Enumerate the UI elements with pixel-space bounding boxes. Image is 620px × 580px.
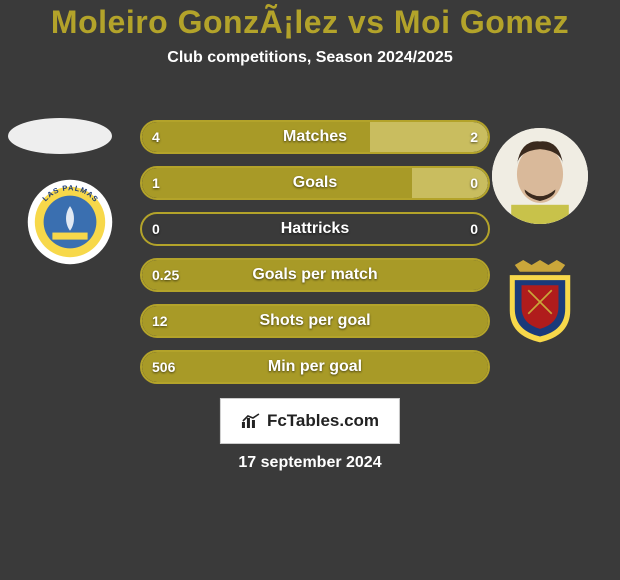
season-subtitle: Club competitions, Season 2024/2025 xyxy=(0,49,620,67)
stat-bar-right-fill xyxy=(370,122,488,152)
stat-bar-left-fill xyxy=(142,122,370,152)
stat-bar-left-fill xyxy=(142,260,488,290)
player-left-avatar-placeholder xyxy=(8,118,112,154)
stat-bar-left-fill xyxy=(142,168,412,198)
club-left-crest-svg: LAS PALMAS xyxy=(26,178,114,266)
club-right-crest-svg xyxy=(498,260,582,344)
stat-bar-left-fill xyxy=(142,306,488,336)
player-right-avatar-svg xyxy=(492,128,588,224)
source-badge: FcTables.com xyxy=(220,398,400,444)
comparison-infographic: Moleiro GonzÃ¡lez vs Moi Gomez Club comp… xyxy=(0,0,620,580)
stats-comparison-bars: Matches42 Goals10 Hattricks00 Goals per mat… xyxy=(140,120,490,396)
stat-bar-track xyxy=(140,258,490,292)
stat-row: Min per goal506 xyxy=(140,350,490,384)
stat-bar-track xyxy=(140,166,490,200)
source-site-text: FcTables.com xyxy=(267,411,379,431)
player-left-avatar xyxy=(8,118,112,154)
infographic-date: 17 september 2024 xyxy=(238,454,381,472)
stat-bar-track xyxy=(140,120,490,154)
chart-icon xyxy=(241,413,261,429)
stat-row: Shots per goal12 xyxy=(140,304,490,338)
page-title: Moleiro GonzÃ¡lez vs Moi Gomez xyxy=(0,0,620,41)
stat-bar-track xyxy=(140,304,490,338)
stat-row: Goals10 xyxy=(140,166,490,200)
stat-bar-track xyxy=(140,212,490,246)
stat-bar-track xyxy=(140,350,490,384)
stat-row: Goals per match0.25 xyxy=(140,258,490,292)
player-right-avatar xyxy=(492,128,588,224)
club-left-crest: LAS PALMAS xyxy=(26,178,114,266)
stat-bar-left-fill xyxy=(142,352,488,382)
stat-row: Matches42 xyxy=(140,120,490,154)
club-right-crest xyxy=(498,260,582,344)
stat-row: Hattricks00 xyxy=(140,212,490,246)
stat-bar-right-fill xyxy=(412,168,488,198)
